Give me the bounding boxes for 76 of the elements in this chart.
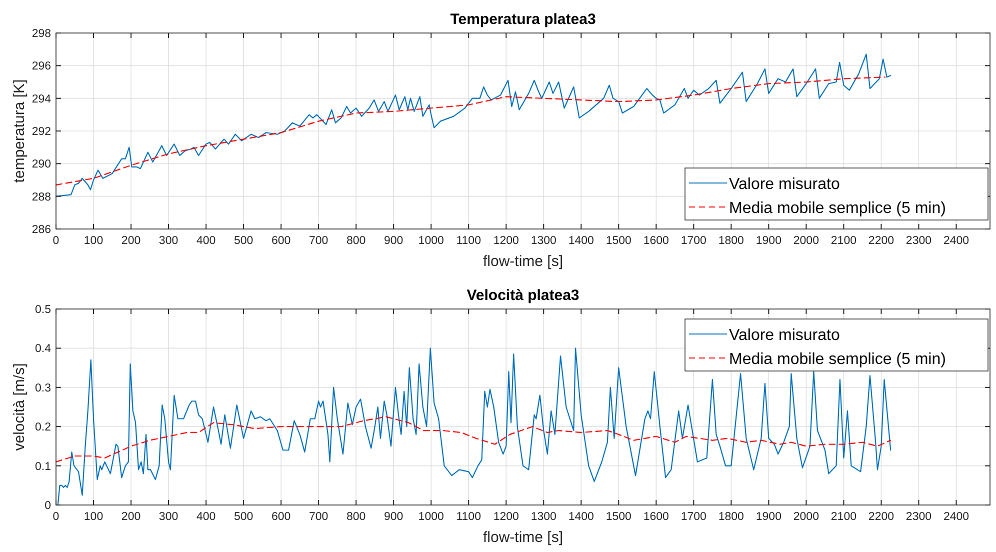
x-tick-label: 1100 xyxy=(456,235,481,247)
x-tick-label: 1300 xyxy=(530,511,556,523)
x-tick-label: 1900 xyxy=(756,235,782,247)
legend-label: Valore misurato xyxy=(729,327,840,344)
x-tick-label: 1900 xyxy=(756,511,782,523)
x-axis-title: flow-time [s] xyxy=(482,529,564,546)
y-tick-label: 292 xyxy=(32,126,51,138)
x-tick-label: 1800 xyxy=(718,511,744,523)
x-tick-label: 1200 xyxy=(493,511,519,523)
line-series xyxy=(55,416,892,462)
x-tick-label: 600 xyxy=(271,511,291,523)
chart-title: Velocità platea3 xyxy=(466,287,580,304)
x-tick-label: 100 xyxy=(84,511,104,523)
x-tick-label: 2000 xyxy=(793,511,819,523)
x-tick-label: 1200 xyxy=(493,235,519,247)
legend-label: Media mobile semplice (5 min) xyxy=(729,351,946,368)
x-tick-label: 0 xyxy=(52,511,60,523)
x-tick-label: 200 xyxy=(121,511,141,523)
x-tick-label: 1600 xyxy=(643,511,669,523)
x-tick-label: 2000 xyxy=(793,235,819,247)
x-tick-label: 1600 xyxy=(643,235,669,247)
x-tick-label: 1100 xyxy=(456,511,481,523)
x-tick-label: 1000 xyxy=(418,511,444,523)
x-tick-label: 900 xyxy=(384,511,404,523)
x-tick-label: 1800 xyxy=(718,235,744,247)
legend-label: Valore misurato xyxy=(729,176,840,193)
x-tick-label: 2300 xyxy=(906,235,932,247)
line-series xyxy=(55,348,892,506)
y-tick-label: 294 xyxy=(32,93,52,106)
y-axis-title: velocità [m/s] xyxy=(11,363,28,451)
x-tick-label: 400 xyxy=(196,235,216,247)
x-tick-label: 300 xyxy=(158,235,178,247)
x-tick-label: 1000 xyxy=(418,235,444,247)
chart-title: Temperatura platea3 xyxy=(450,11,596,28)
x-tick-label: 900 xyxy=(384,235,404,247)
x-tick-label: 0 xyxy=(52,235,60,247)
x-tick-label: 1300 xyxy=(530,235,556,247)
y-tick-label: 0.4 xyxy=(35,343,52,356)
x-tick-label: 1700 xyxy=(680,235,706,247)
y-tick-label: 0 xyxy=(44,500,51,512)
x-tick-label: 2100 xyxy=(830,511,857,523)
x-tick-label: 500 xyxy=(234,235,254,247)
y-axis-title: temperatura [K] xyxy=(11,79,28,183)
x-tick-label: 2200 xyxy=(868,235,894,247)
y-tick-label: 0.5 xyxy=(35,304,51,316)
x-tick-label: 100 xyxy=(84,235,104,247)
x-tick-label: 2400 xyxy=(943,511,970,523)
y-tick-label: 296 xyxy=(32,60,51,73)
y-tick-label: 298 xyxy=(32,28,51,40)
y-tick-label: 0.2 xyxy=(35,422,51,434)
x-tick-label: 2400 xyxy=(943,235,970,247)
legend-label: Media mobile semplice (5 min) xyxy=(729,200,946,217)
x-tick-label: 800 xyxy=(346,235,366,247)
x-tick-label: 1400 xyxy=(568,235,594,247)
x-tick-label: 2300 xyxy=(906,511,932,523)
line-series xyxy=(55,54,892,197)
y-tick-label: 0.3 xyxy=(35,382,51,394)
x-tick-label: 1500 xyxy=(606,235,632,247)
y-tick-label: 290 xyxy=(32,158,51,171)
x-tick-label: 600 xyxy=(271,235,291,247)
x-tick-label: 1500 xyxy=(606,511,632,523)
y-tick-label: 286 xyxy=(32,224,51,236)
x-tick-label: 500 xyxy=(234,511,254,523)
x-tick-label: 200 xyxy=(121,235,141,247)
x-tick-label: 2200 xyxy=(868,511,894,523)
x-tick-label: 1700 xyxy=(680,511,706,523)
x-tick-label: 2100 xyxy=(830,235,857,247)
x-tick-label: 700 xyxy=(308,235,328,247)
x-tick-label: 1400 xyxy=(568,511,594,523)
x-tick-label: 400 xyxy=(196,511,216,523)
y-tick-label: 288 xyxy=(32,191,51,204)
x-tick-label: 300 xyxy=(158,511,178,523)
x-tick-label: 800 xyxy=(346,511,366,523)
y-tick-label: 0.1 xyxy=(35,460,51,473)
x-tick-label: 700 xyxy=(308,511,328,523)
x-axis-title: flow-time [s] xyxy=(482,253,564,270)
